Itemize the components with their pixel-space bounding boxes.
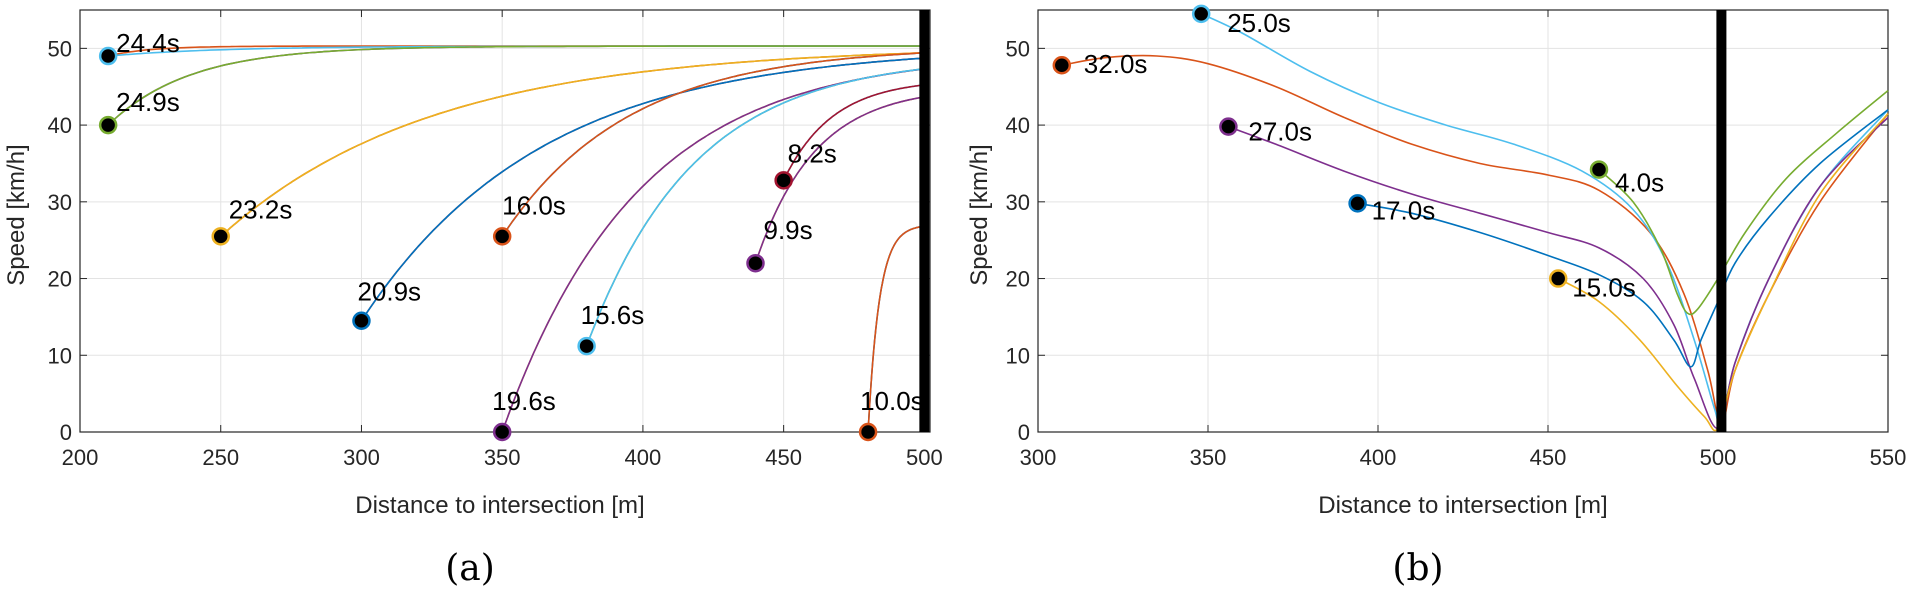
panel-a-xtick-label: 300 <box>343 445 380 470</box>
panel-a-xtick-label: 450 <box>765 445 802 470</box>
panel-b-ytick-label: 30 <box>1006 190 1030 215</box>
panel-b-speed-curve <box>1598 89 1889 316</box>
panel-b-time-label: 25.0s <box>1227 8 1291 38</box>
panel-b-time-label: 17.0s <box>1372 195 1436 225</box>
panel-a-speed-curve <box>108 45 925 57</box>
panel-a-ytick-label: 10 <box>48 343 72 368</box>
panel-a-xtick-label: 200 <box>62 445 99 470</box>
panel-b-time-label: 4.0s <box>1615 168 1664 198</box>
panel-a-speed-curve <box>867 225 925 433</box>
panel-a-time-label: 20.9s <box>357 277 421 307</box>
panel-a-ytick-label: 50 <box>48 36 72 61</box>
panel-b-start-marker <box>1052 55 1072 75</box>
panel-a-time-label: 10.0s <box>860 386 924 416</box>
panel-b-axes-box <box>1037 9 1889 433</box>
panel-a-ytick-label: 30 <box>48 190 72 215</box>
panel-a-speed-curve <box>220 52 925 237</box>
panel-a-start-marker <box>492 422 512 442</box>
panel-a-speed-curve <box>501 68 925 433</box>
panel-a-speed-curve-alt <box>501 68 925 433</box>
panel-b-ytick-label: 40 <box>1006 113 1030 138</box>
panel-a-time-label: 24.4s <box>116 28 180 58</box>
panel-a-start-marker <box>492 227 512 246</box>
panel-b-start-marker <box>1191 4 1211 24</box>
panel-b-ytick-label: 0 <box>1018 420 1030 445</box>
panel-b-time-label: 27.0s <box>1248 117 1312 147</box>
panel-a-time-label: 15.6s <box>581 300 645 330</box>
panel-a-start-marker <box>98 46 118 66</box>
panel-a-start-marker <box>211 227 230 246</box>
panel-a-xtick-label: 500 <box>906 445 943 470</box>
panel-a-start-marker <box>774 171 793 190</box>
panel-b-plot: 300 350 400 450 500 550 0 10 20 30 40 50 32.0s 25.0s 2… <box>1006 4 1906 470</box>
panel-a-time-label: 16.0s <box>502 190 566 220</box>
panel-b-start-marker <box>1548 269 1568 288</box>
panel-b-start-marker <box>1348 194 1367 213</box>
panel-b-xlabel: Distance to intersection [m] <box>1318 492 1607 519</box>
panel-a-ytick-label: 0 <box>60 420 72 445</box>
panel-a-xtick-label: 400 <box>625 445 662 470</box>
panel-a-plot: 200 250 300 350 400 450 500 0 10 20 30 40 50 24.4s 24.… <box>48 9 943 470</box>
panel-b-ytick-label: 50 <box>1006 36 1030 61</box>
panel-a-speed-curve <box>754 96 925 264</box>
panel-a-time-label: 19.6s <box>492 386 556 416</box>
panel-b-ylabel: Speed [km/h] <box>966 144 993 285</box>
panel-a-speed-curve <box>501 52 925 237</box>
panel-a-start-marker <box>577 336 596 356</box>
panel-b-start-marker <box>1589 160 1609 179</box>
panel-b-xtick-label: 500 <box>1700 445 1737 470</box>
panel-a-ytick-label: 40 <box>48 113 72 138</box>
panel-a-speed-curve <box>107 45 925 126</box>
panel-b-stop-line <box>1716 10 1727 432</box>
panel-b-ytick-label: 20 <box>1006 267 1030 292</box>
panel-b-xtick-label: 300 <box>1020 445 1057 470</box>
panel-a-ylabel: Speed [km/h] <box>3 144 30 285</box>
panel-a-stop-line <box>919 10 930 432</box>
panel-b-xtick-label: 400 <box>1360 445 1397 470</box>
panel-a-ytick-label: 20 <box>48 267 72 292</box>
panel-a-time-label: 9.9s <box>763 215 812 245</box>
panel-b-time-label: 32.0s <box>1084 49 1148 79</box>
panel-b-static: Distance to intersection [m] Speed [km/h… <box>966 144 1608 589</box>
panel-a-xtick-label: 250 <box>202 445 239 470</box>
panel-b-speed-curve <box>1061 54 1889 426</box>
panel-a-speed-curve-alt <box>107 45 925 57</box>
panel-b-xtick-label: 550 <box>1870 445 1906 470</box>
panel-a-speed-curve <box>585 68 925 347</box>
panel-b-caption: (b) <box>1392 548 1443 589</box>
panel-b-speed-curve <box>1200 13 1889 428</box>
panel-a-start-marker <box>98 115 118 135</box>
panel-a-start-marker <box>352 311 371 330</box>
panel-a-start-marker <box>858 422 878 442</box>
panel-b-ytick-label: 10 <box>1006 343 1030 368</box>
panel-a-static: Distance to intersection [m] Speed [km/h… <box>3 144 645 589</box>
panel-a-time-label: 8.2s <box>788 138 837 168</box>
panel-a-xlabel: Distance to intersection [m] <box>355 492 644 519</box>
panel-b-time-label: 15.0s <box>1572 273 1636 303</box>
panel-a-speed-curve <box>360 57 925 322</box>
panel-a-time-label: 24.9s <box>116 87 180 117</box>
panel-a-speed-curve <box>782 84 925 181</box>
panel-a-start-marker <box>746 253 765 273</box>
panel-a-caption: (a) <box>445 548 495 589</box>
panel-b-xtick-label: 450 <box>1530 445 1567 470</box>
panel-b-speed-curve <box>1357 109 1889 368</box>
panel-a-xtick-label: 350 <box>484 445 521 470</box>
panel-b-speed-curve <box>1228 116 1889 429</box>
panel-b-start-marker <box>1219 117 1238 136</box>
panel-b-xtick-label: 350 <box>1190 445 1227 470</box>
panel-a-time-label: 23.2s <box>229 194 293 224</box>
